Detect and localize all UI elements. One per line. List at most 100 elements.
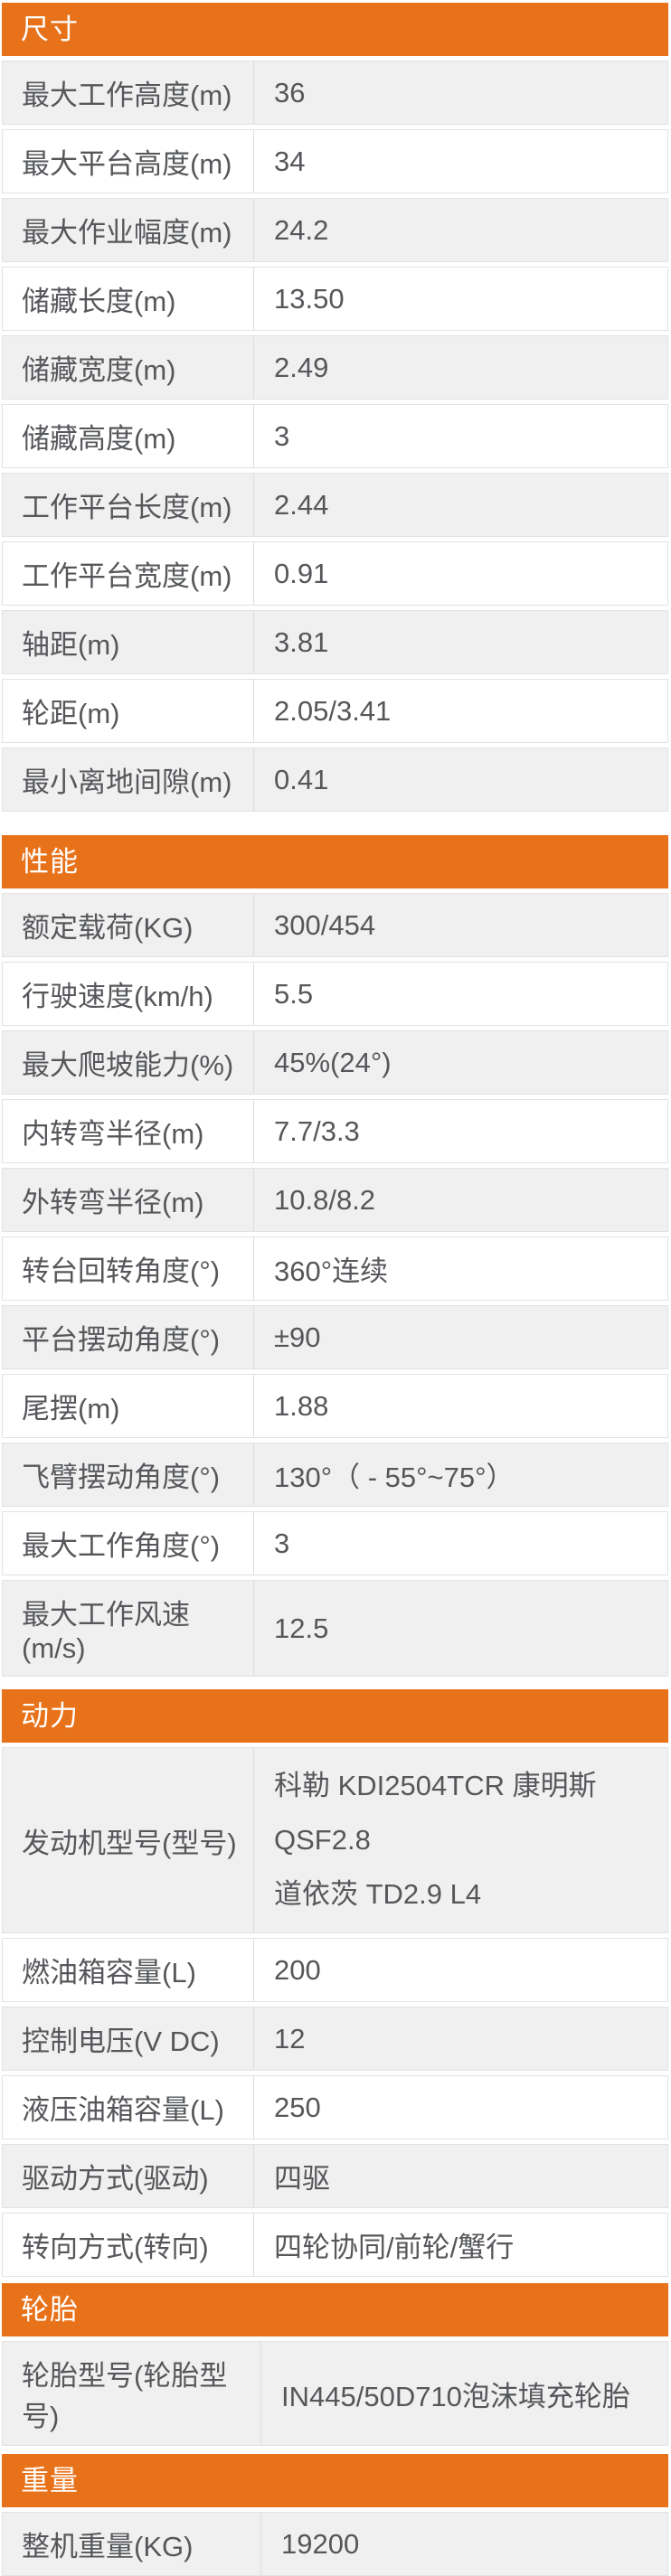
spec-value: 36 xyxy=(253,61,667,124)
spec-row: 转向方式(转向) 四轮协同/前轮/蟹行 xyxy=(2,2213,668,2277)
spec-label: 发动机型号(型号) xyxy=(22,1827,237,1859)
spec-value: ±90 xyxy=(253,1306,667,1368)
spec-value: 250 xyxy=(253,2076,667,2139)
spec-value: 3.81 xyxy=(253,611,667,673)
spec-value: 19200 xyxy=(260,2513,667,2575)
spec-row: 额定载荷(KG) 300/454 xyxy=(2,893,668,957)
spec-label: 最大工作高度(m) xyxy=(22,80,232,111)
spec-row: 控制电压(V DC) 12 xyxy=(2,2007,668,2071)
spec-section-power: 动力发动机型号(型号) 科勒 KDI2504TCR 康明斯 QSF2.8 道依茨 T… xyxy=(2,1689,668,2277)
spec-row: 液压油箱容量(L) 250 xyxy=(2,2075,668,2139)
spec-value: 1.88 xyxy=(253,1375,667,1437)
spec-label: 燃油箱容量(L) xyxy=(22,1957,196,1988)
spec-label: 行驶速度(km/h) xyxy=(22,981,213,1012)
spec-value-line: 道依茨 TD2.9 L4 xyxy=(274,1878,482,1910)
spec-value: 12 xyxy=(253,2007,667,2070)
spec-label: 储藏长度(m) xyxy=(22,286,176,317)
spec-row: 外转弯半径(m) 10.8/8.2 xyxy=(2,1168,668,1232)
spec-label: 最大爬坡能力(%) xyxy=(22,1049,234,1081)
spec-label: 轮距(m) xyxy=(22,698,120,729)
spec-row: 整机重量(KG) 19200 xyxy=(2,2512,668,2576)
spec-row: 储藏高度(m) 3 xyxy=(2,404,668,468)
spec-label: 转向方式(转向) xyxy=(22,2232,209,2263)
spec-section-dimensions: 尺寸 最大工作高度(m) 36 最大平台高度(m) 34 最大作业幅度(m) 24.2 储藏长… xyxy=(2,3,668,812)
spec-label: 轮胎型号(轮胎型号) xyxy=(22,2360,228,2432)
spec-label: 工作平台宽度(m) xyxy=(22,560,232,592)
spec-label: 驱动方式(驱动) xyxy=(22,2163,209,2195)
spec-label: 最大作业幅度(m) xyxy=(22,217,232,249)
spec-row: 发动机型号(型号) 科勒 KDI2504TCR 康明斯 QSF2.8 道依茨 TD2… xyxy=(2,1747,668,1933)
spec-label: 整机重量(KG) xyxy=(22,2531,194,2562)
section-header: 性能 xyxy=(2,835,668,888)
spec-row: 最大工作风速(m/s) 12.5 xyxy=(2,1580,668,1677)
spec-row: 平台摆动角度(°) ±90 xyxy=(2,1305,668,1369)
spec-value: IN445/50D710泡沫填充轮胎 xyxy=(260,2342,667,2445)
spec-label: 尾摆(m) xyxy=(22,1393,120,1424)
spec-value: 0.41 xyxy=(253,748,667,811)
spec-row: 燃油箱容量(L) 200 xyxy=(2,1938,668,2002)
spec-row: 最小离地间隙(m) 0.41 xyxy=(2,747,668,812)
spec-value: 3 xyxy=(253,1512,667,1575)
spec-value: 360°连续 xyxy=(253,1237,667,1300)
spec-label: 控制电压(V DC) xyxy=(22,2026,220,2057)
spec-label: 储藏高度(m) xyxy=(22,423,176,455)
spec-row: 最大工作高度(m) 36 xyxy=(2,61,668,125)
section-header: 动力 xyxy=(2,1689,668,1743)
section-header: 重量 xyxy=(2,2454,668,2507)
spec-row: 尾摆(m) 1.88 xyxy=(2,1374,668,1438)
spec-value: 2.05/3.41 xyxy=(253,680,667,742)
spec-label: 平台摆动角度(°) xyxy=(22,1324,221,1356)
spec-section-performance: 性能额定载荷(KG) 300/454 行驶速度(km/h) 5.5 最大爬坡能力(%) 4… xyxy=(2,835,668,1677)
spec-value-line: 科勒 KDI2504TCR 康明斯 QSF2.8 xyxy=(274,1770,597,1856)
spec-label: 液压油箱容量(L) xyxy=(22,2094,224,2126)
spec-label: 储藏宽度(m) xyxy=(22,354,176,386)
spec-row: 飞臂摆动角度(°) 130°（ - 55°~75°） xyxy=(2,1443,668,1507)
spec-row: 轮距(m) 2.05/3.41 xyxy=(2,679,668,743)
spec-label: 最大工作风速(m/s) xyxy=(22,1599,190,1664)
spec-value: 34 xyxy=(253,130,667,193)
spec-row: 最大平台高度(m) 34 xyxy=(2,129,668,193)
spec-section-tires: 轮胎轮胎型号(轮胎型号) IN445/50D710泡沫填充轮胎 xyxy=(2,2283,668,2446)
spec-value: 300/454 xyxy=(253,894,667,956)
spec-label: 工作平台长度(m) xyxy=(22,492,232,523)
spec-value: 13.50 xyxy=(253,268,667,330)
spec-label: 额定载荷(KG) xyxy=(22,912,194,944)
spec-section-weight: 重量整机重量(KG) 19200 xyxy=(2,2454,668,2576)
spec-label: 转台回转角度(°) xyxy=(22,1255,221,1287)
spec-value: 200 xyxy=(253,1939,667,2001)
spec-value: 2.44 xyxy=(253,474,667,536)
spec-value: 12.5 xyxy=(253,1581,667,1676)
spec-value: 10.8/8.2 xyxy=(253,1169,667,1231)
spec-row: 驱动方式(驱动) 四驱 xyxy=(2,2144,668,2208)
spec-value: 四驱 xyxy=(253,2145,667,2207)
spec-label: 最大平台高度(m) xyxy=(22,148,232,180)
section-header: 尺寸 xyxy=(2,3,668,56)
spec-row: 储藏长度(m) 13.50 xyxy=(2,267,668,331)
spec-value: 5.5 xyxy=(253,963,667,1025)
spec-value: 3 xyxy=(253,405,667,467)
spec-value: 24.2 xyxy=(253,199,667,261)
spec-row: 工作平台长度(m) 2.44 xyxy=(2,473,668,537)
spec-row: 最大作业幅度(m) 24.2 xyxy=(2,198,668,262)
section-header: 轮胎 xyxy=(2,2283,668,2336)
spec-label: 外转弯半径(m) xyxy=(22,1187,204,1218)
spec-value: 2.49 xyxy=(253,336,667,399)
spec-label: 飞臂摆动角度(°) xyxy=(22,1462,221,1493)
spec-label: 最大工作角度(°) xyxy=(22,1530,221,1562)
spec-value: 0.91 xyxy=(253,542,667,605)
spec-row: 轮胎型号(轮胎型号) IN445/50D710泡沫填充轮胎 xyxy=(2,2341,668,2446)
spec-label: 内转弯半径(m) xyxy=(22,1118,204,1150)
spec-value: 四轮协同/前轮/蟹行 xyxy=(253,2214,667,2276)
spec-value: 科勒 KDI2504TCR 康明斯 QSF2.8 道依茨 TD2.9 L4 xyxy=(253,1748,667,1932)
spec-row: 行驶速度(km/h) 5.5 xyxy=(2,962,668,1026)
spec-value: 7.7/3.3 xyxy=(253,1100,667,1162)
spec-row: 储藏宽度(m) 2.49 xyxy=(2,335,668,400)
spec-row: 工作平台宽度(m) 0.91 xyxy=(2,541,668,606)
spec-value: 130°（ - 55°~75°） xyxy=(253,1443,667,1506)
spec-value: 45%(24°) xyxy=(253,1031,667,1094)
spec-row: 最大爬坡能力(%) 45%(24°) xyxy=(2,1030,668,1095)
spec-label: 最小离地间隙(m) xyxy=(22,766,232,798)
spec-row: 最大工作角度(°) 3 xyxy=(2,1511,668,1575)
spec-row: 转台回转角度(°) 360°连续 xyxy=(2,1236,668,1301)
